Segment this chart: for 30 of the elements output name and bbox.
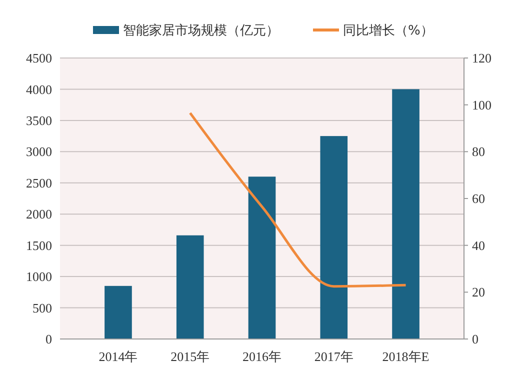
bar [176,235,204,339]
legend-label: 同比增长（%） [343,24,434,39]
y2-tick-label: 100 [472,97,492,112]
x-tick-label: 2018年E [382,349,430,364]
y-tick-label: 0 [46,332,52,347]
y-tick-label: 1500 [26,238,52,253]
y-tick-label: 1000 [26,269,52,284]
y2-tick-label: 60 [472,191,485,206]
y2-tick-label: 120 [472,50,492,66]
x-tick-label: 2017年 [314,349,354,364]
y-tick-label: 500 [32,300,52,316]
y-tick-label: 4000 [26,82,52,97]
bar [104,286,132,339]
y-tick-label: 3000 [26,144,52,160]
x-tick-label: 2014年 [98,349,138,364]
y-tick-label: 3500 [26,112,52,128]
y-tick-label: 2500 [26,175,52,190]
y2-tick-label: 0 [472,332,478,347]
y2-tick-label: 40 [472,238,485,253]
bar [392,89,420,339]
y-tick-label: 2000 [26,206,52,222]
line-series [188,112,408,288]
x-tick-label: 2016年 [242,349,282,364]
bar [320,136,348,339]
y2-tick-label: 80 [472,144,485,160]
legend-label: 智能家居市场规模（亿元） [123,22,279,39]
y2-tick-label: 20 [472,284,485,300]
x-tick-label: 2015年 [170,349,210,364]
y-tick-label: 4500 [26,50,52,66]
bar [248,176,276,339]
